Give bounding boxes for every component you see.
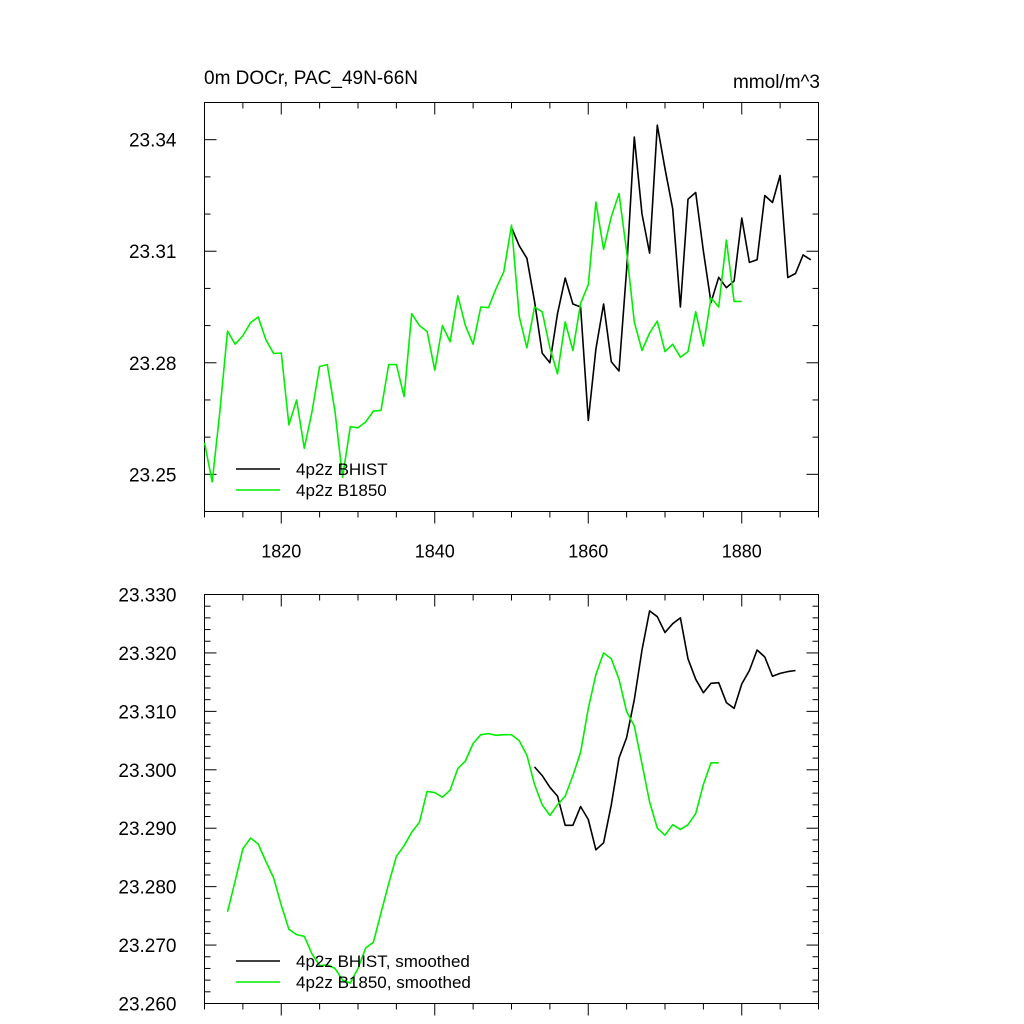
bottom-legend: 4p2z BHIST, smoothed 4p2z B1850, smoothe… (236, 952, 471, 992)
top-axes: 1820 1840 1860 1880 23.25 23.28 23.31 23.34 (129, 102, 819, 562)
y-tick-label: 23.310 (118, 702, 176, 723)
x-tick-label: 1860 (568, 542, 608, 562)
y-tick-label: 23.31 (129, 242, 177, 263)
x-tick-label: 1840 (415, 542, 455, 562)
y-tick-label: 23.300 (118, 761, 176, 782)
x-tick-label: 1820 (261, 542, 301, 562)
legend-label-b1850: 4p2z B1850 (296, 481, 387, 500)
bottom-series-line-bhist (533, 610, 796, 851)
chart-title: 0m DOCr, PAC_49N-66N (204, 68, 418, 89)
y-tick-label: 23.330 (118, 586, 176, 607)
legend-label-b1850-smoothed: 4p2z B1850, smoothed (296, 973, 471, 992)
top-series-line-bhist (510, 124, 812, 422)
bottom-plot-frame (204, 594, 819, 1004)
top-legend: 4p2z BHIST 4p2z B1850 (236, 460, 388, 500)
bottom-series-group (226, 610, 796, 984)
bottom-series-line-b1850 (226, 652, 719, 984)
bottom-axes: 23.260 23.270 23.280 23.290 23.300 23.310 23.3… (118, 586, 819, 1016)
y-tick-label: 23.25 (129, 465, 177, 486)
top-series-group (203, 124, 812, 483)
y-tick-label: 23.290 (118, 819, 176, 840)
y-tick-label: 23.28 (129, 354, 177, 375)
y-tick-label: 23.280 (118, 878, 176, 899)
legend-label-bhist-smoothed: 4p2z BHIST, smoothed (296, 952, 470, 971)
top-plot-frame (204, 102, 819, 512)
y-tick-label: 23.34 (129, 131, 177, 152)
legend-label-bhist: 4p2z BHIST (296, 460, 388, 479)
x-tick-label: 1880 (722, 542, 762, 562)
y-tick-label: 23.270 (118, 936, 176, 957)
y-tick-label: 23.260 (118, 995, 176, 1016)
units-label: mmol/m^3 (733, 72, 820, 93)
y-tick-label: 23.320 (118, 644, 176, 665)
top-series-line-b1850 (203, 192, 742, 483)
